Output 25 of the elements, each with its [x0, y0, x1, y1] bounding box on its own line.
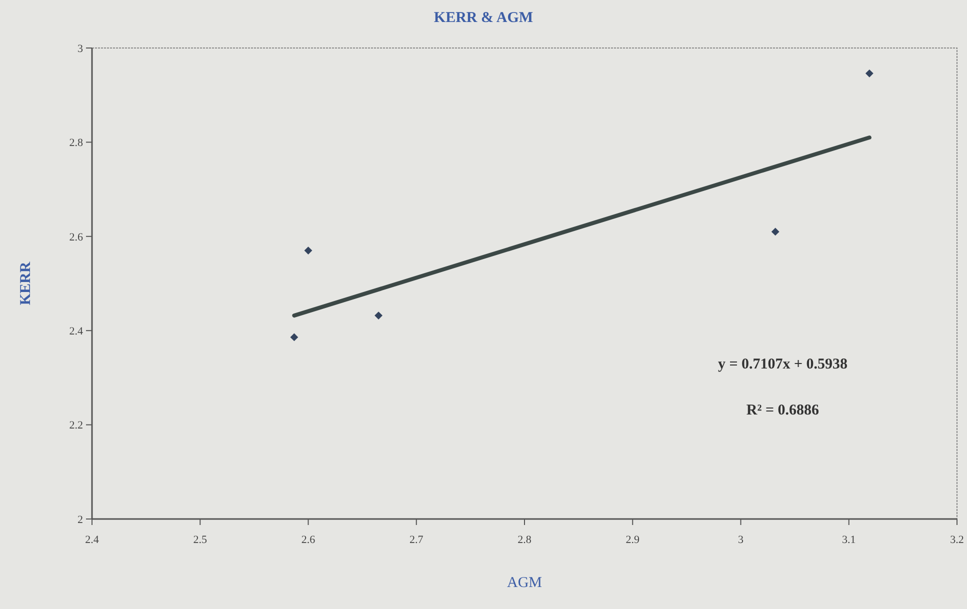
y-tick-label: 2.2	[69, 420, 83, 432]
point	[374, 312, 382, 320]
x-tick-label: 2.9	[626, 534, 640, 546]
y-tick-label: 2.4	[69, 325, 84, 338]
x-axis-title: AGM	[506, 575, 542, 591]
annotation: y = 0.7107x + 0.5938	[718, 356, 848, 372]
y-tick-label: 2.8	[69, 137, 84, 150]
x-tick-label: 2.8	[518, 534, 532, 546]
y-tick-label: 3	[78, 42, 84, 55]
point	[771, 228, 780, 236]
point	[304, 246, 312, 254]
x-tick-label: 2.5	[193, 534, 208, 546]
x-tick-label: 2.4	[85, 534, 100, 546]
x-tick-label: 3.1	[842, 534, 856, 546]
y-axis-title: KERR	[18, 262, 34, 306]
chart-title: KERR & AGM	[434, 10, 534, 26]
x-tick-label: 2.7	[410, 534, 424, 546]
y-tick-label: 2.6	[69, 231, 84, 244]
x-tick-label: 2.6	[301, 534, 316, 546]
annotation: R² = 0.6886	[746, 402, 820, 418]
x-tick-label: 3	[738, 534, 744, 546]
point	[290, 333, 298, 342]
x-tick-label: 3.2	[950, 534, 964, 546]
y-tick-label: 2	[78, 514, 83, 526]
point	[865, 69, 874, 78]
